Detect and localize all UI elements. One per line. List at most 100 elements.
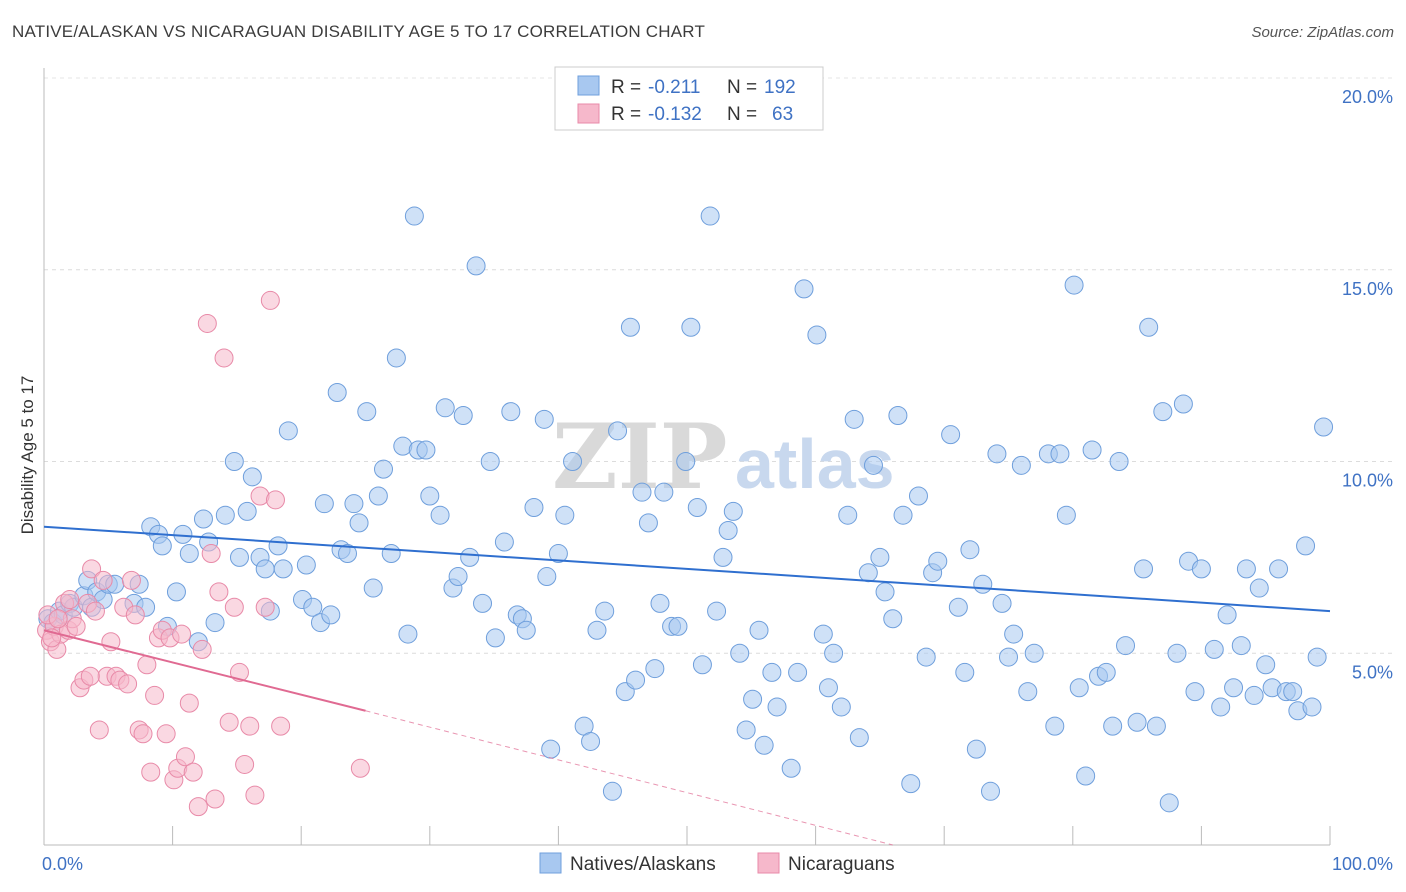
point-natives-66 (460, 547, 480, 567)
point-nicaraguans-42 (201, 544, 221, 564)
point-natives-85 (587, 620, 607, 640)
point-natives-109 (736, 720, 756, 740)
point-natives-82 (563, 452, 583, 471)
x-tick-label-end: 100.0% (1332, 854, 1393, 874)
point-natives-174 (1185, 682, 1205, 702)
point-nicaraguans-13 (85, 601, 105, 621)
point-natives-181 (1236, 559, 1256, 579)
point-natives-111 (749, 620, 769, 640)
trend-lines (43, 525, 1331, 846)
point-nicaraguans-36 (175, 747, 195, 767)
point-natives-100 (681, 317, 701, 337)
point-natives-75 (516, 620, 536, 640)
series-legend: Natives/Alaskans Nicaraguans (539, 852, 895, 875)
point-natives-29 (229, 547, 249, 567)
point-natives-172 (1173, 394, 1193, 414)
point-natives-154 (1050, 444, 1070, 464)
point-natives-64 (448, 567, 468, 587)
point-natives-167 (1139, 317, 1159, 337)
point-natives-28 (224, 452, 244, 471)
point-natives-106 (718, 521, 738, 541)
point-natives-151 (1024, 643, 1044, 663)
x-tick-label-start: 0.0% (42, 854, 83, 874)
point-nicaraguans-43 (205, 789, 225, 809)
chart-title: NATIVE/ALASKAN VS NICARAGUAN DISABILITY … (12, 22, 706, 41)
point-nicaraguans-56 (271, 716, 291, 736)
series-legend-swatch-natives (539, 852, 562, 874)
stats-legend: R = -0.211 N = 192 R = -0.132 N = 63 (554, 66, 824, 131)
point-nicaraguans-54 (260, 290, 280, 310)
point-natives-108 (730, 643, 750, 663)
point-natives-193 (1314, 417, 1334, 437)
point-natives-161 (1096, 662, 1116, 682)
point-nicaraguans-44 (209, 582, 229, 602)
point-natives-115 (781, 758, 801, 778)
point-natives-26 (205, 613, 225, 633)
point-nicaraguans-12 (82, 559, 102, 579)
point-natives-67 (466, 256, 486, 276)
point-natives-103 (700, 206, 720, 226)
legend-n-label-natives: N = (727, 77, 757, 98)
point-nicaraguans-37 (179, 693, 199, 713)
point-natives-139 (948, 597, 968, 617)
point-natives-178 (1217, 605, 1237, 625)
point-nicaraguans-51 (245, 785, 265, 805)
point-nicaraguans-21 (118, 674, 138, 694)
point-natives-141 (960, 540, 980, 560)
y-tick-label-0: 5.0% (1352, 662, 1393, 682)
scatter-points (37, 206, 1334, 817)
legend-n-value-natives: 192 (764, 77, 796, 98)
point-natives-70 (485, 628, 505, 648)
trend-extension-nicaraguans (365, 710, 893, 846)
series-nicaraguans (37, 290, 370, 817)
point-natives-37 (278, 421, 298, 441)
point-natives-191 (1302, 697, 1322, 717)
point-natives-112 (754, 735, 774, 755)
point-natives-177 (1211, 697, 1231, 717)
point-natives-46 (337, 544, 357, 564)
point-natives-150 (1018, 682, 1038, 702)
point-natives-52 (374, 459, 394, 479)
point-nicaraguans-28 (145, 685, 165, 705)
point-natives-183 (1249, 578, 1269, 598)
point-natives-27 (215, 505, 235, 525)
series-natives (38, 206, 1334, 813)
point-natives-101 (687, 498, 707, 518)
point-natives-184 (1256, 655, 1276, 675)
point-natives-102 (692, 655, 712, 675)
point-natives-126 (858, 563, 878, 583)
point-natives-170 (1159, 793, 1179, 813)
point-natives-110 (743, 689, 763, 709)
axes (43, 68, 1331, 846)
point-natives-53 (381, 544, 401, 564)
point-natives-142 (966, 739, 986, 759)
point-natives-147 (999, 647, 1018, 667)
point-natives-128 (870, 547, 890, 567)
point-natives-133 (901, 774, 921, 794)
point-natives-153 (1045, 716, 1065, 736)
point-natives-91 (626, 670, 646, 690)
point-natives-125 (849, 728, 869, 748)
stats-legend-box (554, 66, 824, 131)
point-natives-43 (321, 605, 341, 625)
point-natives-144 (980, 781, 1000, 801)
point-natives-47 (344, 494, 364, 514)
point-natives-71 (494, 532, 514, 552)
point-natives-93 (638, 513, 658, 533)
point-natives-116 (788, 662, 808, 682)
point-natives-190 (1296, 536, 1316, 556)
point-natives-24 (193, 509, 213, 529)
point-nicaraguans-49 (235, 754, 255, 774)
point-natives-104 (707, 601, 727, 621)
watermark: ZIP atlas (552, 404, 895, 510)
point-natives-90 (620, 317, 640, 337)
y-tick-labels: 5.0% 10.0% 15.0% 20.0% (1342, 87, 1393, 682)
point-natives-40 (303, 597, 323, 617)
point-natives-124 (844, 409, 864, 429)
point-natives-164 (1116, 636, 1136, 656)
point-natives-176 (1204, 639, 1224, 659)
point-nicaraguans-22 (121, 570, 141, 590)
point-natives-36 (273, 559, 293, 579)
point-nicaraguans-40 (192, 639, 212, 659)
